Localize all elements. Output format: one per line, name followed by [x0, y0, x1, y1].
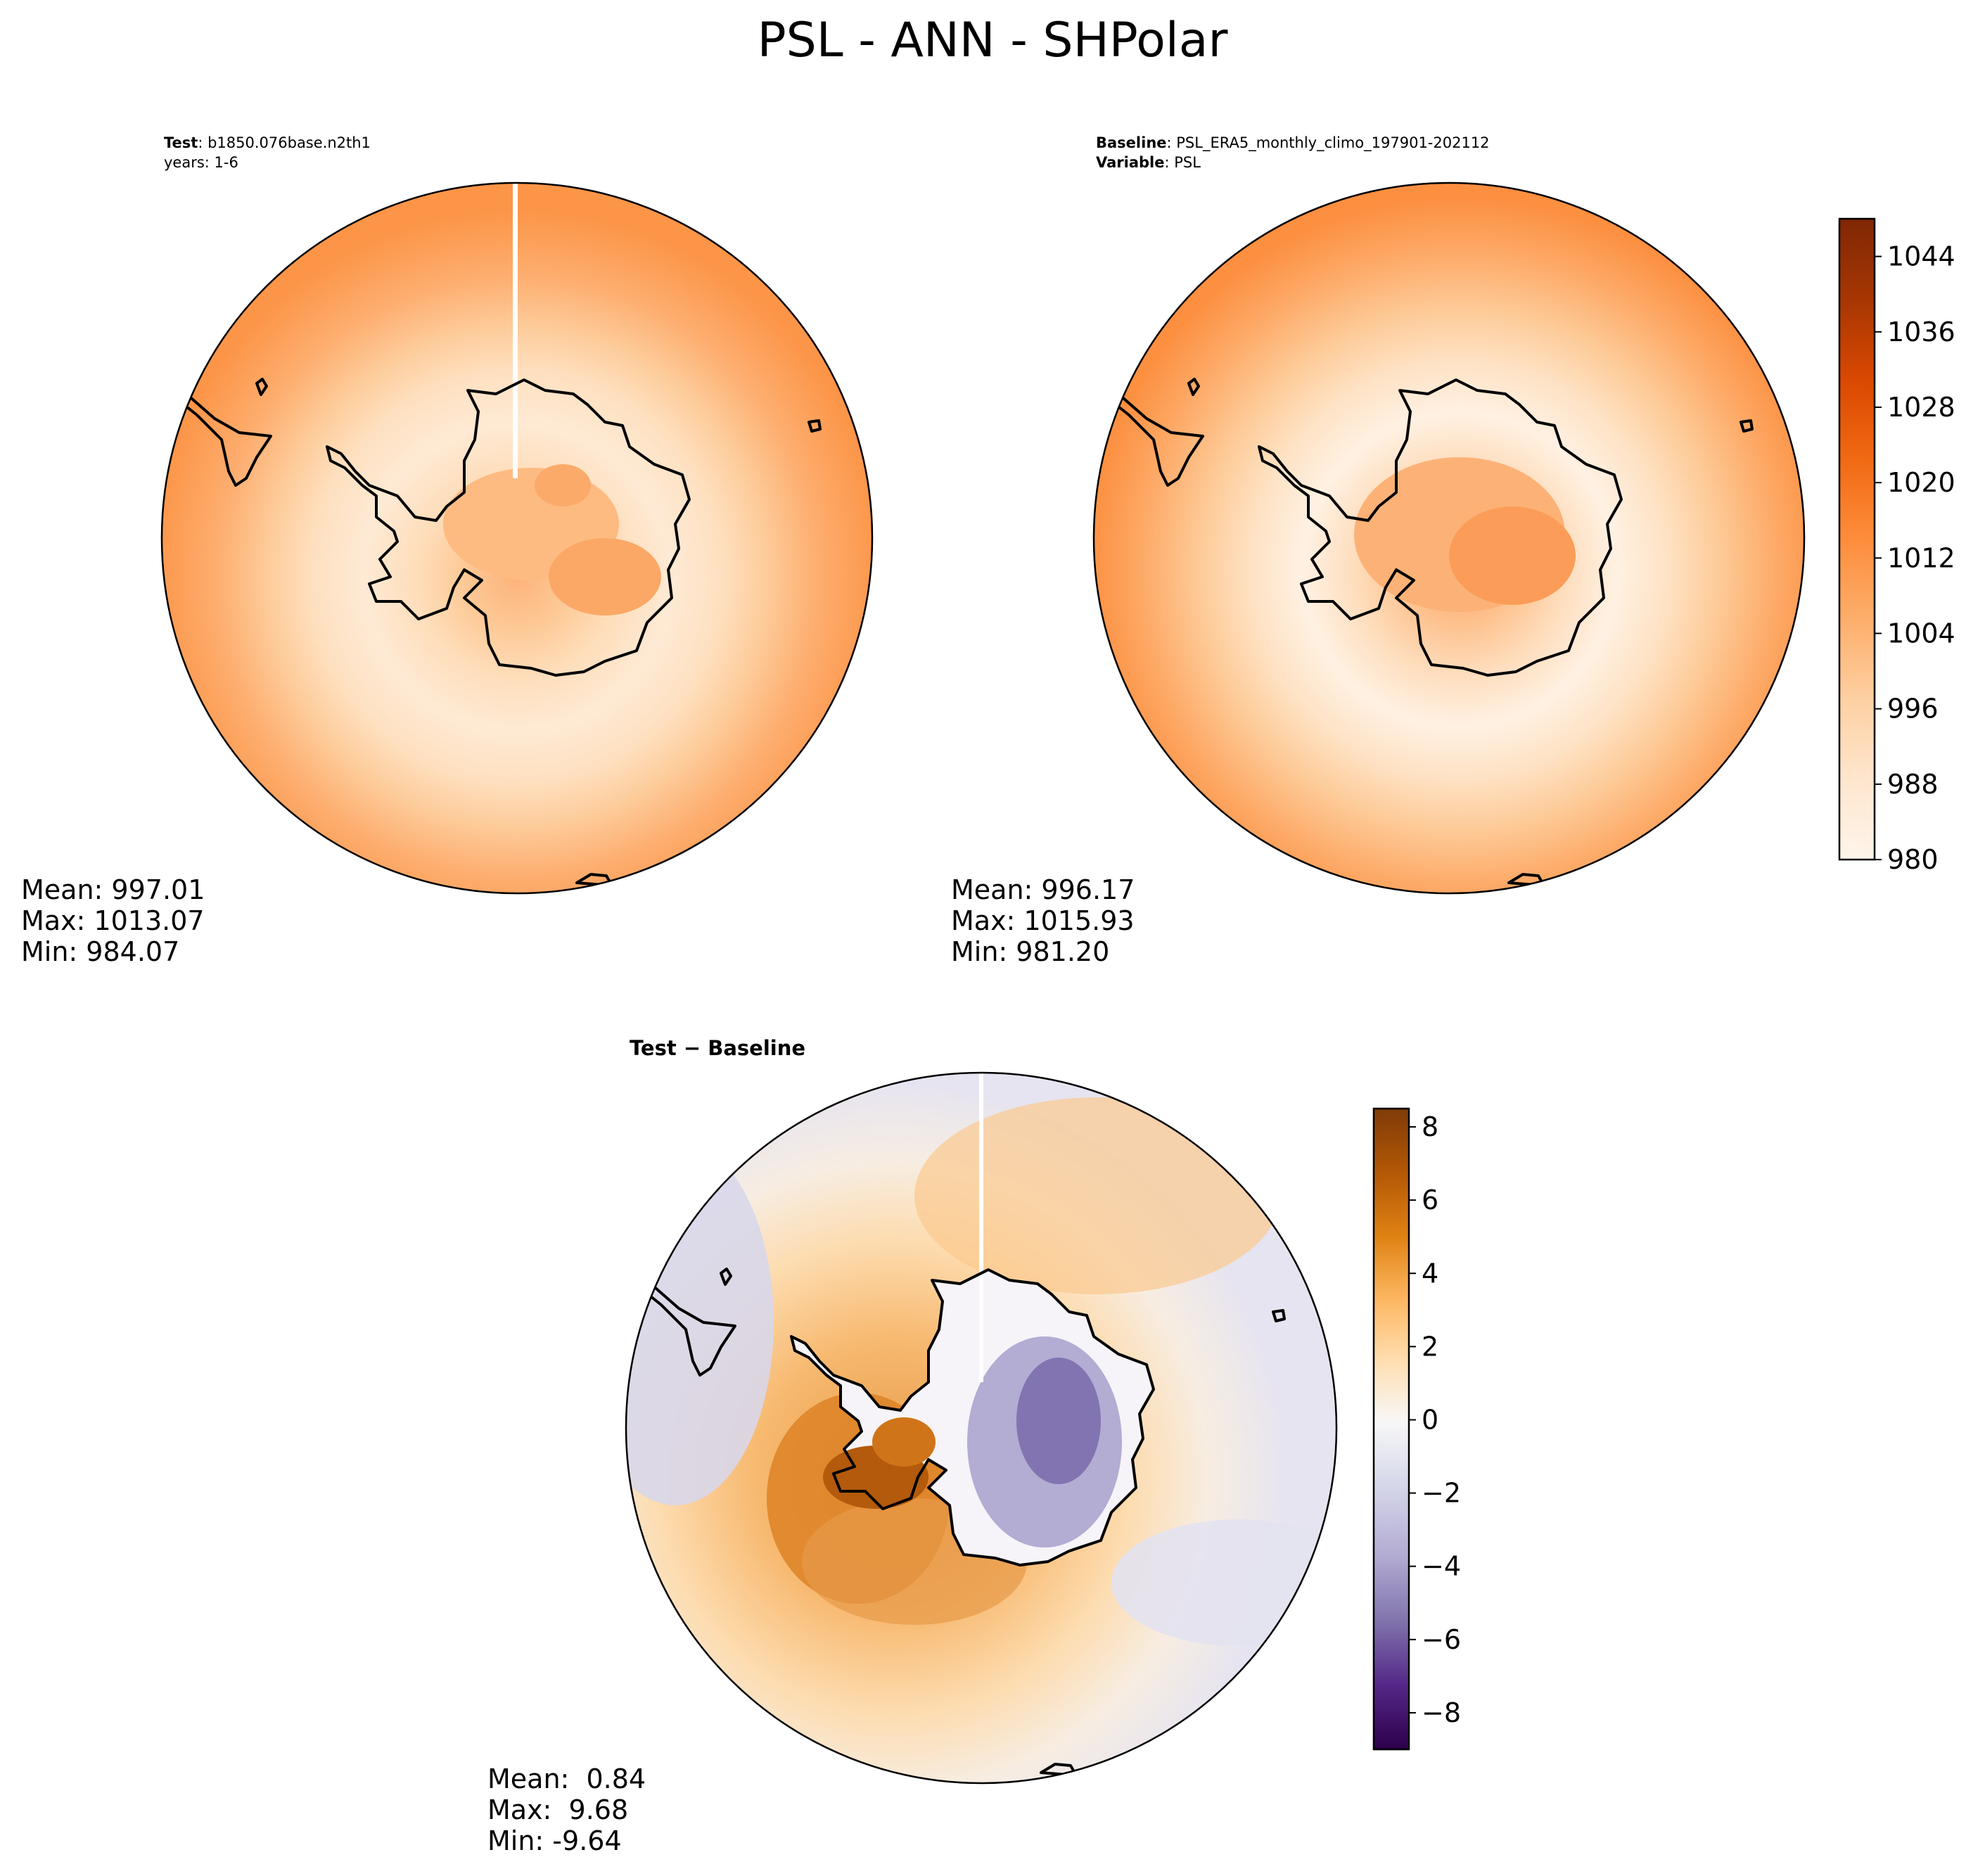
- colorbar-tick-label: 1012: [1887, 542, 1955, 573]
- psl-colorbar: 980 988 996 1004 1012 1020 1028 1036 1044: [1838, 217, 1955, 875]
- colorbar-tick-label: 988: [1887, 769, 1939, 800]
- colorbar-tick-label: 1036: [1887, 317, 1955, 347]
- baseline-label-value: : PSL_ERA5_monthly_climo_197901-202112: [1167, 134, 1490, 152]
- test-panel: Test: b1850.076base.n2th1 years: 1-6 Mea…: [21, 134, 874, 967]
- test-stat-mean: Mean: 997.01: [21, 874, 205, 905]
- colorbar-tick-label: 1004: [1887, 618, 1955, 649]
- diff-title: Test − Baseline: [630, 1036, 805, 1060]
- psl-colorbar-ticks: 980 988 996 1004 1012 1020 1028 1036 1044: [1875, 241, 1955, 875]
- baseline-variable-value: : PSL: [1164, 154, 1201, 171]
- baseline-stat-mean: Mean: 996.17: [951, 874, 1135, 905]
- baseline-label: Baseline: PSL_ERA5_monthly_climo_197901-…: [1096, 134, 1490, 152]
- baseline-variable-key: Variable: [1096, 154, 1164, 171]
- test-map-boundary: [160, 181, 874, 895]
- baseline-map-boundary: [1092, 181, 1806, 895]
- baseline-map: [1094, 183, 1804, 893]
- colorbar-tick-label: 1020: [1887, 467, 1955, 498]
- colorbar-tick-label: −8: [1422, 1697, 1461, 1728]
- colorbar-tick-label: 1028: [1887, 392, 1955, 423]
- diff-colorbar-ticks: −8 −6 −4 −2 0 2 4 6 8: [1409, 1111, 1461, 1728]
- colorbar-tick-label: −4: [1422, 1551, 1461, 1582]
- colorbar-tick-label: 4: [1422, 1258, 1438, 1289]
- test-stat-max: Max: 1013.07: [21, 905, 205, 936]
- colorbar-tick-label: 2: [1422, 1331, 1438, 1362]
- test-label: Test: b1850.076base.n2th1: [164, 134, 371, 151]
- psl-colorbar-bar: [1838, 217, 1876, 861]
- diff-stat-min: Min: -9.64: [487, 1825, 622, 1856]
- colorbar-tick-label: −6: [1422, 1624, 1461, 1655]
- diff-map-boundary: [625, 1071, 1338, 1785]
- test-years: years: 1-6: [164, 154, 238, 171]
- test-label-key: Test: [164, 134, 198, 151]
- baseline-variable: Variable: PSL: [1096, 154, 1201, 171]
- diff-stat-max: Max: 9.68: [487, 1794, 628, 1825]
- colorbar-tick-label: 8: [1422, 1111, 1438, 1142]
- test-label-value: : b1850.076base.n2th1: [198, 134, 371, 151]
- diff-colorbar: −8 −6 −4 −2 0 2 4 6 8: [1372, 1107, 1461, 1751]
- colorbar-tick-label: 996: [1887, 694, 1939, 725]
- figure-title: PSL - ANN - SHPolar: [758, 13, 1228, 68]
- colorbar-tick-label: 0: [1422, 1404, 1438, 1435]
- colorbar-tick-label: −2: [1422, 1478, 1461, 1509]
- baseline-stat-min: Min: 981.20: [951, 936, 1109, 967]
- baseline-panel: Baseline: PSL_ERA5_monthly_climo_197901-…: [951, 134, 1806, 967]
- colorbar-tick-label: 6: [1422, 1185, 1438, 1215]
- diff-map: [626, 1073, 1336, 1783]
- diff-stat-mean: Mean: 0.84: [487, 1763, 646, 1794]
- test-map: [162, 183, 872, 893]
- test-stat-min: Min: 984.07: [21, 936, 179, 967]
- baseline-stat-max: Max: 1015.93: [951, 905, 1135, 936]
- baseline-label-key: Baseline: [1096, 134, 1167, 151]
- diff-colorbar-bar: [1372, 1107, 1410, 1751]
- diff-panel: Test − Baseline Mean: 0.84 Max:: [487, 1036, 1338, 1856]
- colorbar-tick-label: 980: [1887, 844, 1939, 875]
- colorbar-tick-label: 1044: [1887, 241, 1955, 272]
